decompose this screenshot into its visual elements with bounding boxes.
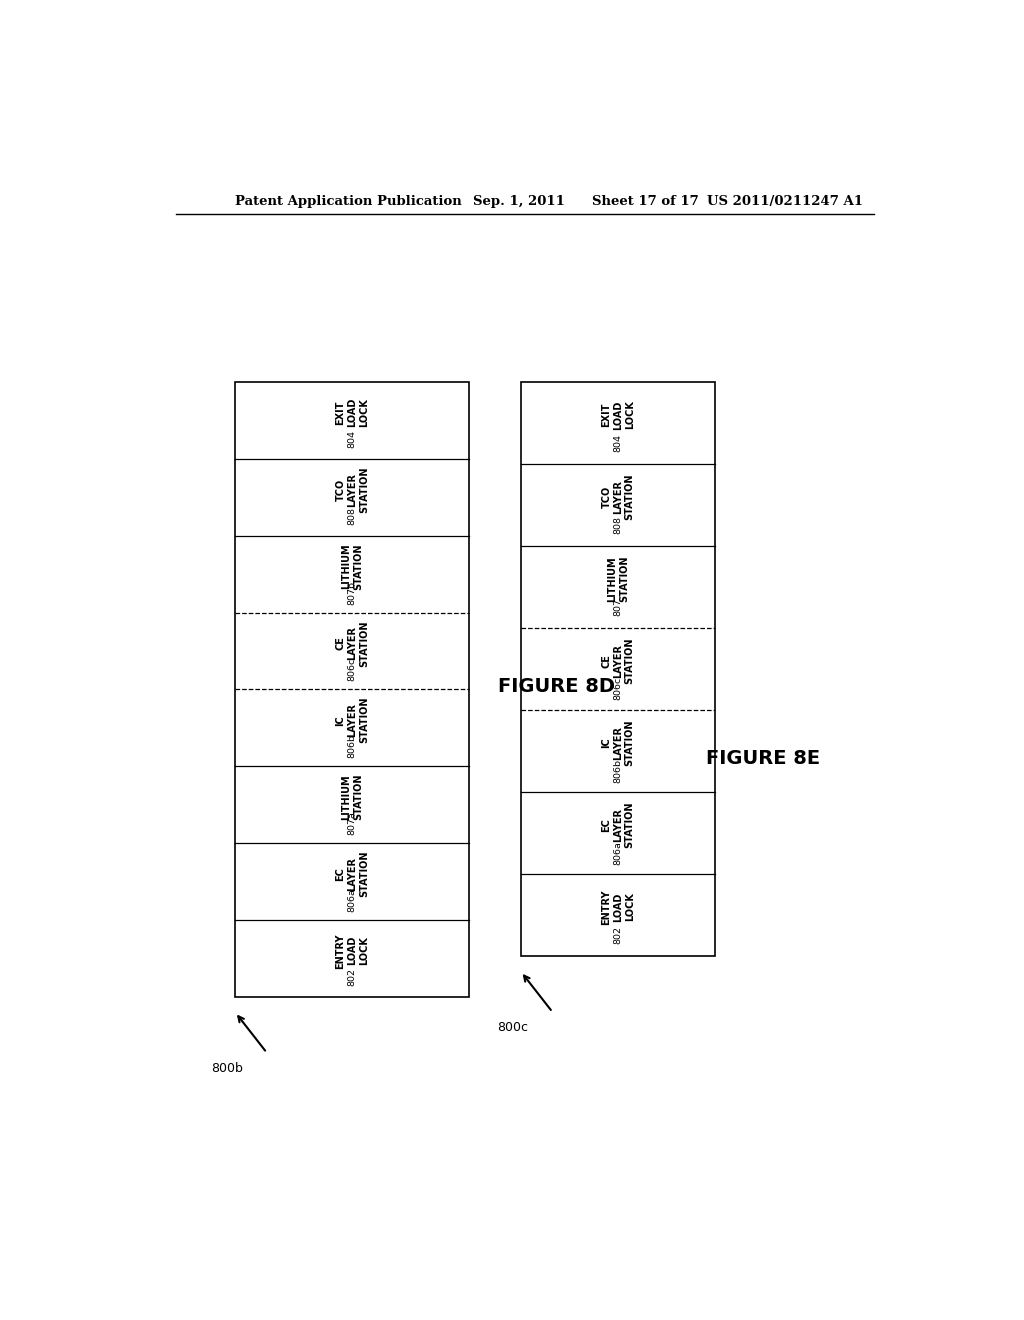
Text: TCO
LAYER
STATION: TCO LAYER STATION xyxy=(601,474,635,520)
Text: FIGURE 8D: FIGURE 8D xyxy=(498,677,615,697)
Text: 806a: 806a xyxy=(613,841,623,865)
Text: Sep. 1, 2011: Sep. 1, 2011 xyxy=(473,194,565,207)
Text: 804: 804 xyxy=(613,434,623,451)
Text: 806b: 806b xyxy=(348,734,356,759)
Text: EXIT
LOAD
LOCK: EXIT LOAD LOCK xyxy=(336,399,369,428)
Text: 800b: 800b xyxy=(211,1061,243,1074)
Text: CE
LAYER
STATION: CE LAYER STATION xyxy=(336,620,369,667)
Text: 808: 808 xyxy=(613,516,623,533)
Text: 806a: 806a xyxy=(348,888,356,912)
Bar xyxy=(236,381,469,997)
Text: 807: 807 xyxy=(613,598,623,616)
Text: LITHIUM
STATION: LITHIUM STATION xyxy=(607,556,629,602)
Text: US 2011/0211247 A1: US 2011/0211247 A1 xyxy=(708,194,863,207)
Text: 807b: 807b xyxy=(348,581,356,605)
Text: 807a: 807a xyxy=(348,812,356,836)
Text: 806c: 806c xyxy=(613,677,623,701)
Text: LITHIUM
STATION: LITHIUM STATION xyxy=(341,774,362,820)
Text: CE
LAYER
STATION: CE LAYER STATION xyxy=(601,638,635,684)
Text: Sheet 17 of 17: Sheet 17 of 17 xyxy=(592,194,699,207)
Text: 802: 802 xyxy=(348,968,356,986)
Text: ENTRY
LOAD
LOCK: ENTRY LOAD LOCK xyxy=(336,933,369,969)
Text: EXIT
LOAD
LOCK: EXIT LOAD LOCK xyxy=(601,400,635,429)
Text: 804: 804 xyxy=(348,430,356,447)
Text: 808: 808 xyxy=(348,507,356,525)
Text: TCO
LAYER
STATION: TCO LAYER STATION xyxy=(336,466,369,513)
Text: IC
LAYER
STATION: IC LAYER STATION xyxy=(336,697,369,743)
Text: ENTRY
LOAD
LOCK: ENTRY LOAD LOCK xyxy=(601,890,635,925)
Text: IC
LAYER
STATION: IC LAYER STATION xyxy=(601,719,635,766)
Text: 806b: 806b xyxy=(613,759,623,783)
Text: LITHIUM
STATION: LITHIUM STATION xyxy=(341,544,362,590)
Text: EC
LAYER
STATION: EC LAYER STATION xyxy=(336,850,369,898)
Text: 802: 802 xyxy=(613,925,623,944)
Text: 800c: 800c xyxy=(498,1020,528,1034)
Text: Patent Application Publication: Patent Application Publication xyxy=(236,194,462,207)
Text: 806c: 806c xyxy=(348,657,356,681)
Bar xyxy=(521,381,715,956)
Text: FIGURE 8E: FIGURE 8E xyxy=(706,748,820,767)
Text: EC
LAYER
STATION: EC LAYER STATION xyxy=(601,801,635,849)
